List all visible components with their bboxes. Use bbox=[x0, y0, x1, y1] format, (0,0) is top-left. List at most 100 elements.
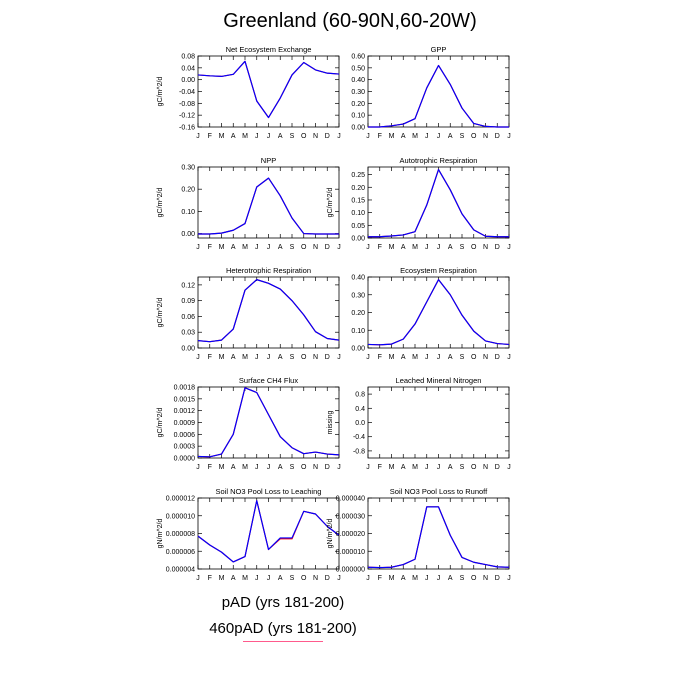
panel-frame bbox=[367, 386, 510, 459]
y-tick-label: 0.03 bbox=[181, 330, 195, 337]
series-line-1 bbox=[198, 177, 339, 235]
x-tick-label: F bbox=[208, 244, 212, 251]
x-tick-label: A bbox=[278, 133, 283, 140]
y-tick-label: 0.0009 bbox=[174, 420, 196, 427]
y-tick-label: 0.20 bbox=[351, 101, 365, 108]
y-tick-label: 0.30 bbox=[181, 165, 195, 172]
x-tick-label: A bbox=[401, 464, 406, 471]
panel-frame bbox=[367, 166, 510, 239]
x-tick-label: M bbox=[219, 354, 225, 361]
x-tick-label: S bbox=[290, 133, 295, 140]
x-tick-label: J bbox=[255, 575, 259, 582]
y-tick-label: 0.000020 bbox=[336, 531, 365, 538]
x-tick-label: O bbox=[301, 464, 307, 471]
x-tick-label: J bbox=[366, 464, 370, 471]
x-tick-label: D bbox=[325, 133, 330, 140]
y-tick-label: 0.40 bbox=[351, 77, 365, 84]
series-line-2 bbox=[198, 177, 339, 235]
series-line-2 bbox=[368, 168, 509, 238]
y-axis-label: gC/m^2/d bbox=[157, 77, 164, 107]
x-tick-label: M bbox=[389, 244, 395, 251]
x-tick-label: S bbox=[460, 464, 465, 471]
x-tick-label: N bbox=[483, 464, 488, 471]
x-tick-label: D bbox=[325, 575, 330, 582]
y-tick-label: 0.00 bbox=[351, 125, 365, 132]
x-tick-label: A bbox=[231, 244, 236, 251]
x-tick-label: O bbox=[471, 244, 477, 251]
x-tick-label: J bbox=[196, 575, 200, 582]
x-tick-label: F bbox=[378, 575, 382, 582]
x-tick-label: M bbox=[242, 354, 248, 361]
x-tick-label: J bbox=[425, 244, 429, 251]
x-tick-label: F bbox=[208, 133, 212, 140]
y-tick-label: 0.40 bbox=[351, 275, 365, 282]
page-title: Greenland (60-90N,60-20W) bbox=[223, 10, 477, 32]
x-tick-label: A bbox=[401, 133, 406, 140]
x-tick-label: F bbox=[378, 354, 382, 361]
y-axis-label: missing bbox=[327, 411, 334, 435]
y-tick-label: 0.06 bbox=[181, 314, 195, 321]
y-axis-label: gC/m^2/d bbox=[157, 188, 164, 218]
y-axis-label: gC/m^2/d bbox=[327, 188, 334, 218]
series-line-1 bbox=[368, 168, 509, 238]
x-tick-label: F bbox=[378, 244, 382, 251]
y-tick-label: 0.30 bbox=[351, 292, 365, 299]
panel-frame bbox=[367, 276, 510, 349]
y-tick-label: 0.00 bbox=[351, 346, 365, 353]
x-tick-label: J bbox=[337, 575, 341, 582]
panel-title: Heterotrophic Respiration bbox=[226, 266, 311, 275]
x-tick-label: A bbox=[278, 244, 283, 251]
x-tick-label: J bbox=[337, 244, 341, 251]
x-tick-label: J bbox=[366, 354, 370, 361]
x-tick-label: F bbox=[378, 464, 382, 471]
x-tick-label: N bbox=[483, 133, 488, 140]
x-tick-label: S bbox=[290, 354, 295, 361]
x-tick-label: J bbox=[196, 354, 200, 361]
x-tick-label: J bbox=[425, 464, 429, 471]
y-tick-label: 0.4 bbox=[355, 406, 365, 413]
x-tick-label: J bbox=[507, 133, 511, 140]
x-tick-label: O bbox=[471, 354, 477, 361]
x-tick-label: J bbox=[425, 133, 429, 140]
y-tick-label: 0.0012 bbox=[174, 408, 196, 415]
x-tick-label: M bbox=[389, 354, 395, 361]
x-tick-label: O bbox=[471, 575, 477, 582]
x-tick-label: J bbox=[267, 575, 271, 582]
y-tick-label: -0.08 bbox=[179, 101, 195, 108]
series-line-2 bbox=[197, 60, 340, 119]
y-tick-label: 0.20 bbox=[351, 185, 365, 192]
x-tick-label: J bbox=[337, 464, 341, 471]
x-tick-label: S bbox=[460, 354, 465, 361]
x-tick-label: J bbox=[196, 464, 200, 471]
x-tick-label: J bbox=[366, 244, 370, 251]
x-tick-label: F bbox=[378, 133, 382, 140]
x-tick-label: A bbox=[401, 575, 406, 582]
series-line-2 bbox=[197, 500, 340, 563]
y-tick-label: 0.10 bbox=[351, 210, 365, 217]
series-line-1 bbox=[367, 506, 510, 569]
x-tick-label: M bbox=[242, 133, 248, 140]
x-tick-label: O bbox=[301, 244, 307, 251]
x-tick-label: S bbox=[290, 575, 295, 582]
x-tick-label: A bbox=[231, 133, 236, 140]
x-tick-label: A bbox=[278, 464, 283, 471]
x-tick-label: M bbox=[219, 464, 225, 471]
x-tick-label: F bbox=[208, 354, 212, 361]
x-tick-label: J bbox=[255, 354, 259, 361]
x-tick-label: N bbox=[313, 575, 318, 582]
y-tick-label: 0.00 bbox=[181, 231, 195, 238]
panel-title: Soil NO3 Pool Loss to Leaching bbox=[216, 487, 322, 496]
y-tick-label: 0.15 bbox=[351, 197, 365, 204]
x-tick-label: D bbox=[325, 244, 330, 251]
x-tick-label: J bbox=[267, 133, 271, 140]
x-tick-label: O bbox=[301, 575, 307, 582]
series-line-2 bbox=[367, 279, 510, 346]
x-tick-label: O bbox=[301, 133, 307, 140]
